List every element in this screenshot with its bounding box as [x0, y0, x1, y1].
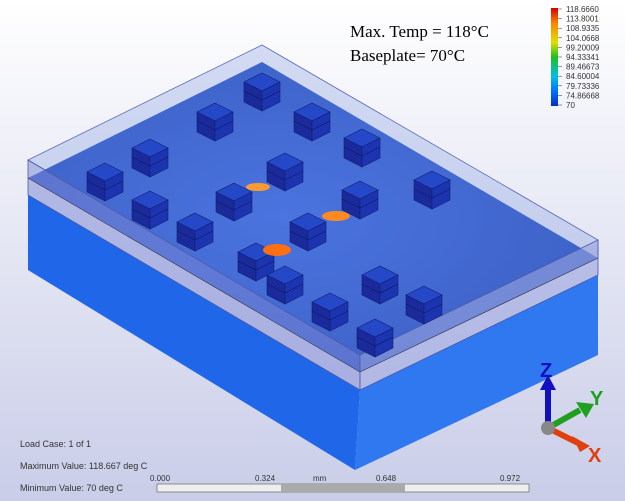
hot-spot: [246, 183, 270, 191]
load-case: Load Case: 1 of 1: [20, 439, 91, 449]
legend-label: 74.86668: [566, 91, 600, 100]
legend-label: 89.46673: [566, 63, 600, 72]
legend-label: 104.0668: [566, 34, 600, 43]
legend-label: 113.8001: [566, 15, 599, 24]
legend-label: 94.33341: [566, 53, 600, 62]
legend-label: 99.20009: [566, 43, 600, 52]
z-label: Z: [540, 360, 552, 382]
scale-label: 0.000: [150, 474, 171, 483]
max-temp-note: Max. Temp = 118°C: [350, 22, 489, 41]
legend-label: 108.9335: [566, 24, 600, 33]
maximum-value: Maximum Value: 118.667 deg C: [20, 461, 148, 471]
hot-spot: [322, 211, 350, 221]
y-label: Y: [590, 388, 604, 410]
scale-label: 0.972: [500, 474, 521, 483]
legend-label: 118.6660: [566, 5, 599, 14]
scale-label: mm: [313, 474, 327, 483]
scale-label: 0.648: [376, 474, 397, 483]
legend-label: 79.73336: [566, 82, 600, 91]
baseplate-note: Baseplate= 70°C: [350, 46, 465, 65]
minimum-value: Minimum Value: 70 deg C: [20, 483, 123, 493]
color-bar: [551, 8, 558, 106]
x-label: X: [588, 445, 602, 467]
legend-label: 84.60004: [566, 72, 600, 81]
viewport: Max. Temp = 118°C Baseplate= 70°C 118.66…: [0, 0, 625, 501]
scale-label: 0.324: [255, 474, 276, 483]
hot-spot: [263, 244, 291, 256]
scale-bar: [157, 484, 529, 492]
legend-label: 70: [566, 101, 575, 110]
